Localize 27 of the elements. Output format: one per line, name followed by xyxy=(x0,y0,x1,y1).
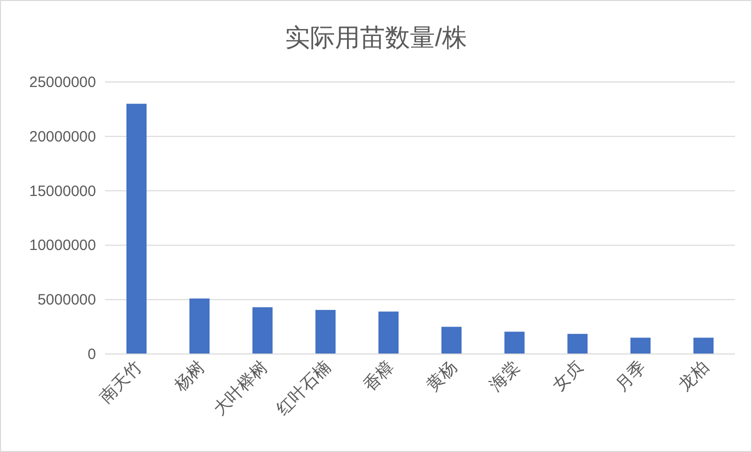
x-tick-label: 杨树 xyxy=(170,357,208,396)
y-tick-label: 20000000 xyxy=(29,128,96,146)
y-tick-label: 10000000 xyxy=(29,237,96,254)
bar xyxy=(693,338,714,354)
bar xyxy=(126,104,147,354)
bar xyxy=(315,310,336,354)
bar xyxy=(441,326,462,354)
bar xyxy=(252,307,273,354)
x-tick-label: 月季 xyxy=(612,357,650,395)
x-tick-label: 龙柏 xyxy=(674,357,712,395)
bar xyxy=(630,338,651,354)
y-tick-label: 0 xyxy=(88,346,96,363)
x-tick-label: 红叶石楠 xyxy=(272,357,334,419)
bar xyxy=(378,312,399,354)
bar xyxy=(189,298,210,354)
bar xyxy=(567,334,588,354)
x-tick-label: 香樟 xyxy=(360,357,398,395)
x-tick-label: 女贞 xyxy=(548,357,586,395)
x-tick-label: 大叶榉树 xyxy=(210,357,272,419)
y-tick-label: 5000000 xyxy=(38,292,96,309)
x-tick-label: 海棠 xyxy=(486,357,524,395)
x-tick-label: 黄杨 xyxy=(422,357,460,395)
chart-title: 实际用苗数量/株 xyxy=(285,24,467,52)
x-tick-label: 南天竹 xyxy=(96,357,146,407)
y-tick-label: 15000000 xyxy=(29,182,96,200)
bar xyxy=(504,332,525,354)
y-tick-label: 25000000 xyxy=(29,74,96,91)
